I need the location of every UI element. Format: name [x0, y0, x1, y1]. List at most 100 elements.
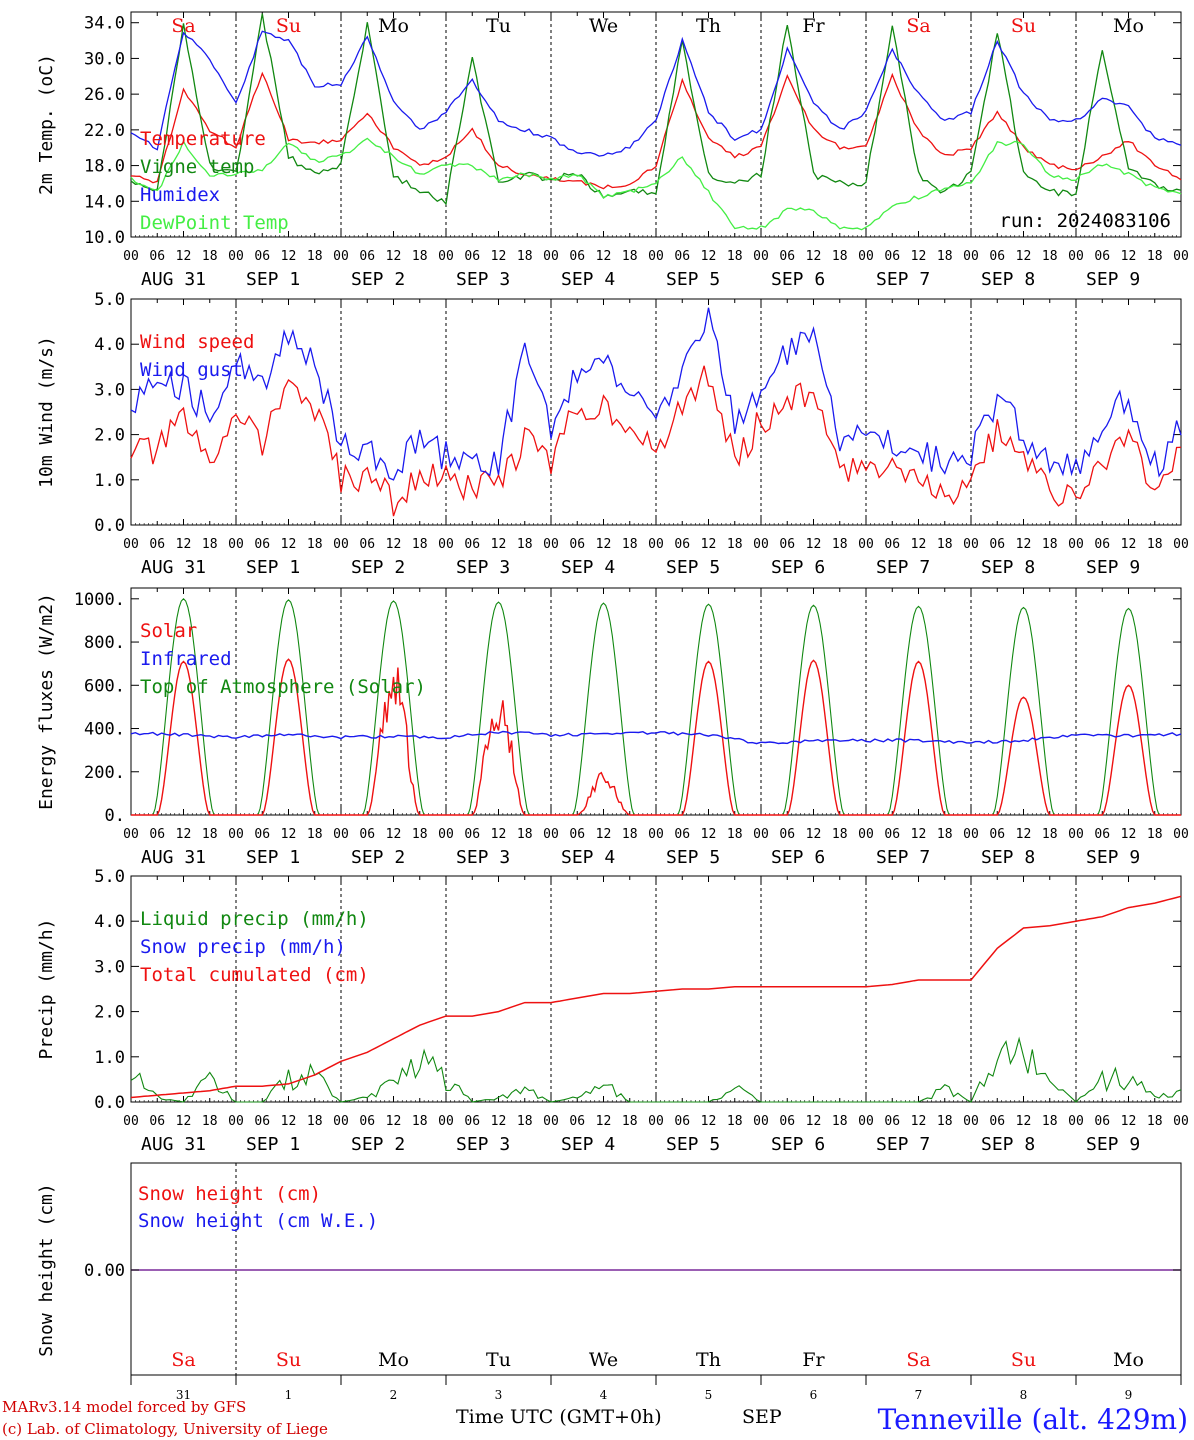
- hour-tick-label: 12: [491, 827, 507, 842]
- date-label: SEP 4: [561, 847, 615, 868]
- hour-tick-label: 06: [464, 1114, 480, 1129]
- date-label: SEP 1: [246, 1134, 300, 1155]
- day-number-label: 31: [176, 1388, 191, 1402]
- hour-tick-label: 06: [779, 249, 795, 264]
- date-label: SEP 6: [771, 557, 825, 578]
- series-temperature: [130, 71, 1182, 190]
- series-solar: [131, 658, 1181, 816]
- hour-tick-label: 18: [517, 249, 533, 264]
- hour-tick-label: 00: [963, 1114, 979, 1129]
- weekday-label: Sa: [171, 1349, 195, 1371]
- hour-tick-label: 12: [806, 827, 822, 842]
- y-tick-label: 3.0: [94, 957, 125, 977]
- y-tick-label: 1000.: [74, 590, 125, 610]
- hour-tick-label: 18: [622, 249, 638, 264]
- date-label: SEP 3: [456, 269, 510, 290]
- hour-tick-label: 06: [359, 1114, 375, 1129]
- weekday-label: Tu: [486, 15, 511, 37]
- hour-tick-label: 18: [937, 249, 953, 264]
- hour-tick-label: 06: [1094, 537, 1110, 552]
- hour-tick-label: 18: [412, 827, 428, 842]
- date-label: SEP 5: [666, 1134, 720, 1155]
- legend-entry: Wind speed: [140, 331, 254, 353]
- y-tick-label: 3.0: [94, 380, 125, 400]
- hour-tick-label: 18: [412, 537, 428, 552]
- hour-tick-label: 12: [1016, 827, 1032, 842]
- hour-tick-label: 06: [569, 827, 585, 842]
- hour-tick-label: 18: [727, 827, 743, 842]
- hour-tick-label: 12: [596, 1114, 612, 1129]
- hour-tick-label: 06: [1094, 1114, 1110, 1129]
- hour-tick-label: 00: [858, 1114, 874, 1129]
- hour-tick-label: 18: [937, 1114, 953, 1129]
- hour-tick-label: 06: [674, 537, 690, 552]
- date-label: SEP 5: [666, 557, 720, 578]
- month-label: SEP: [742, 1406, 782, 1428]
- hour-tick-label: 12: [176, 827, 192, 842]
- day-number-label: 4: [600, 1388, 608, 1402]
- series-wind-speed: [130, 365, 1182, 517]
- date-label: SEP 6: [771, 847, 825, 868]
- weekday-label: Sa: [906, 1349, 930, 1371]
- hour-tick-label: 18: [1147, 827, 1163, 842]
- hour-tick-label: 00: [228, 827, 244, 842]
- date-label: SEP 3: [456, 1134, 510, 1155]
- hour-tick-label: 00: [228, 1114, 244, 1129]
- day-number-label: 2: [390, 1388, 398, 1402]
- hour-tick-label: 00: [858, 827, 874, 842]
- hour-tick-label: 06: [149, 537, 165, 552]
- hour-tick-label: 18: [307, 827, 323, 842]
- series-wind-gust: [130, 307, 1182, 481]
- hour-tick-label: 18: [937, 827, 953, 842]
- hour-tick-label: 06: [989, 827, 1005, 842]
- hour-tick-label: 18: [1147, 249, 1163, 264]
- y-tick-label: 1.0: [94, 471, 125, 491]
- hour-tick-label: 18: [1042, 827, 1058, 842]
- hour-tick-label: 06: [884, 827, 900, 842]
- lab-credit: (c) Lab. of Climatology, University of L…: [2, 1420, 328, 1438]
- hour-tick-label: 12: [806, 249, 822, 264]
- y-tick-label: 200.: [84, 763, 125, 783]
- hour-tick-label: 06: [989, 249, 1005, 264]
- hour-tick-label: 00: [1173, 827, 1189, 842]
- hour-tick-label: 06: [254, 827, 270, 842]
- hour-tick-label: 12: [1016, 1114, 1032, 1129]
- hour-tick-label: 00: [333, 1114, 349, 1129]
- hour-tick-label: 00: [1068, 827, 1084, 842]
- hour-tick-label: 00: [1068, 1114, 1084, 1129]
- hour-tick-label: 00: [858, 249, 874, 264]
- hour-tick-label: 12: [1121, 1114, 1137, 1129]
- hour-tick-label: 12: [176, 1114, 192, 1129]
- hour-tick-label: 00: [753, 1114, 769, 1129]
- model-credit: MARv3.14 model forced by GFS: [2, 1398, 247, 1416]
- weekday-label: Th: [696, 1349, 721, 1371]
- hour-tick-label: 18: [307, 1114, 323, 1129]
- hour-tick-label: 18: [517, 827, 533, 842]
- y-tick-label: 30.0: [84, 49, 125, 69]
- weekday-label: Su: [1011, 1349, 1036, 1371]
- hour-tick-label: 18: [622, 827, 638, 842]
- hour-tick-label: 00: [963, 537, 979, 552]
- y-axis-label: 10m Wind (m/s): [36, 336, 57, 488]
- hour-tick-label: 00: [648, 827, 664, 842]
- y-tick-label: 10.0: [84, 228, 125, 248]
- date-label: SEP 1: [246, 557, 300, 578]
- hour-tick-label: 06: [779, 1114, 795, 1129]
- y-axis-label: 2m Temp. (oC): [36, 54, 57, 195]
- hour-tick-label: 12: [701, 537, 717, 552]
- hour-tick-label: 12: [281, 249, 297, 264]
- hour-tick-label: 12: [176, 537, 192, 552]
- hour-tick-label: 00: [543, 249, 559, 264]
- hour-tick-label: 00: [1173, 249, 1189, 264]
- hour-tick-label: 18: [832, 249, 848, 264]
- hour-tick-label: 18: [307, 249, 323, 264]
- legend-entry: Snow height (cm): [138, 1183, 321, 1205]
- hour-tick-label: 00: [1068, 249, 1084, 264]
- hour-tick-label: 12: [806, 537, 822, 552]
- y-tick-label: 0.: [105, 806, 125, 826]
- hour-tick-label: 12: [386, 249, 402, 264]
- hour-tick-label: 06: [674, 827, 690, 842]
- hour-tick-label: 06: [464, 537, 480, 552]
- hour-tick-label: 00: [123, 1114, 139, 1129]
- hour-tick-label: 00: [228, 537, 244, 552]
